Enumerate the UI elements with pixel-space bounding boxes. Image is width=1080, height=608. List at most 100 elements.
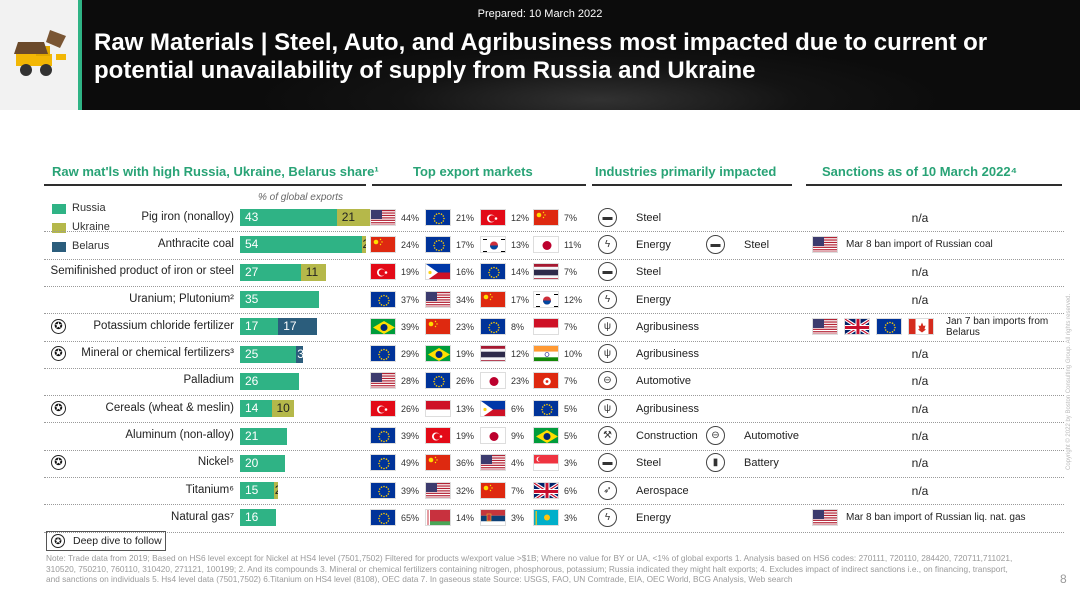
- flag-br-icon: [370, 317, 396, 335]
- market-share: 44%: [401, 212, 420, 223]
- market-share: 65%: [401, 512, 420, 523]
- deep-dive-star-icon: ✪: [51, 400, 66, 416]
- bar-russia: 15: [240, 482, 274, 500]
- flag-br-icon: [425, 345, 451, 363]
- bar-russia: 16: [240, 509, 276, 527]
- flag-eu-icon: [370, 290, 396, 308]
- flag-eu-icon: [876, 317, 902, 335]
- bar-russia: 21: [240, 427, 288, 445]
- flag-ph-icon: [480, 399, 506, 417]
- car-icon: ⊖: [598, 371, 617, 391]
- sanction-na: n/a: [911, 456, 929, 471]
- market-share: 6%: [564, 485, 578, 496]
- material-label: Palladium: [183, 374, 235, 387]
- industry-label: Aerospace: [636, 484, 689, 497]
- bar-ukraine: 2: [273, 482, 279, 500]
- column-rule-industries: [592, 184, 792, 186]
- market-share: 39%: [401, 321, 420, 332]
- flag-us-icon: [812, 508, 838, 526]
- column-rule-sanctions: [806, 184, 1062, 186]
- market-share: 34%: [456, 294, 475, 305]
- flag-tr-icon: [480, 208, 506, 226]
- flag-th-icon: [480, 345, 506, 363]
- header-banner: Prepared: 10 March 2022 Raw Materials | …: [0, 0, 1080, 110]
- market-share: 7%: [564, 376, 578, 387]
- market-share: 3%: [564, 458, 578, 469]
- bar-ukraine: 2: [361, 236, 366, 254]
- steel-icon: ▬: [598, 453, 617, 473]
- sanction-text: Mar 8 ban import of Russian coal: [846, 238, 993, 250]
- bar-ukraine: 11: [300, 263, 326, 281]
- industry-label: Automotive: [636, 375, 692, 388]
- car-icon: ⊖: [706, 426, 725, 446]
- flag-in-icon: [533, 345, 559, 363]
- industry-label: Steel: [636, 457, 662, 470]
- material-label: Semifinished product of iron or steel: [50, 265, 234, 278]
- row-separator: [44, 231, 1064, 233]
- industry-label: Agribusiness: [636, 402, 699, 415]
- industry-label: Construction: [636, 430, 698, 443]
- flag-cn-icon: [370, 235, 396, 253]
- bar-belarus: 17: [278, 318, 317, 336]
- industry-label: Agribusiness: [636, 348, 699, 361]
- flag-jp-icon: [480, 372, 506, 390]
- market-share: 17%: [511, 294, 530, 305]
- industry-label: Agribusiness: [636, 320, 699, 333]
- flag-by-icon: [425, 508, 451, 526]
- flag-tr-icon: [370, 399, 396, 417]
- market-share: 39%: [401, 485, 420, 496]
- material-label: Cereals (wheat & meslin): [105, 401, 234, 414]
- row-separator: [44, 395, 1064, 397]
- star-icon: ✪: [51, 534, 65, 548]
- flag-kz-icon: [533, 508, 559, 526]
- market-share: 26%: [456, 376, 475, 387]
- market-share: 21%: [456, 212, 475, 223]
- market-share: 19%: [456, 431, 475, 442]
- flag-eu-icon: [370, 427, 396, 445]
- sanction-na: n/a: [911, 210, 929, 225]
- material-label: Potassium chloride fertilizer: [93, 319, 234, 332]
- flag-ph-icon: [425, 263, 451, 281]
- bar-russia: 54: [240, 236, 362, 254]
- page-number: 8: [1060, 572, 1067, 586]
- market-share: 7%: [564, 212, 578, 223]
- energy-icon: ϟ: [598, 507, 617, 527]
- flag-us-icon: [812, 317, 838, 335]
- flag-eu-icon: [425, 208, 451, 226]
- steel-icon: ▬: [598, 262, 617, 282]
- flag-kr-icon: [533, 290, 559, 308]
- flag-jp-icon: [480, 427, 506, 445]
- flag-us-icon: [425, 481, 451, 499]
- row-separator: [44, 340, 1064, 342]
- flag-cn-icon: [480, 290, 506, 308]
- sanction-na: n/a: [911, 483, 929, 498]
- flag-br-icon: [533, 427, 559, 445]
- market-share: 19%: [401, 267, 420, 278]
- flag-eu-icon: [370, 454, 396, 472]
- market-share: 9%: [511, 431, 525, 442]
- row-separator: [44, 477, 1064, 478]
- energy-icon: ϟ: [598, 234, 617, 254]
- market-share: 49%: [401, 458, 420, 469]
- material-label: Anthracite coal: [157, 237, 234, 250]
- steel-icon: ▬: [598, 207, 617, 227]
- page-title: Raw Materials | Steel, Auto, and Agribus…: [94, 29, 988, 84]
- energy-icon: ϟ: [598, 289, 617, 309]
- market-share: 14%: [456, 512, 475, 523]
- material-label: Titanium⁶: [185, 483, 234, 496]
- deep-dive-star-icon: ✪: [51, 346, 66, 362]
- market-share: 5%: [564, 403, 578, 414]
- market-share: 6%: [511, 403, 525, 414]
- flag-eu-icon: [533, 399, 559, 417]
- legend-label-russia: Russia: [72, 202, 106, 214]
- sanction-na: n/a: [911, 265, 929, 280]
- flag-gb-icon: [844, 317, 870, 335]
- percent-axis-label: % of global exports: [258, 192, 344, 203]
- sanction-text: Jan 7 ban imports from Belarus: [946, 315, 1049, 338]
- row-separator: [44, 285, 1064, 287]
- flag-th-icon: [533, 263, 559, 281]
- deep-dive-star-icon: ✪: [51, 318, 66, 334]
- construction-icon: ⚒: [598, 426, 617, 446]
- market-share: 23%: [456, 321, 475, 332]
- industry-label: Energy: [636, 293, 671, 306]
